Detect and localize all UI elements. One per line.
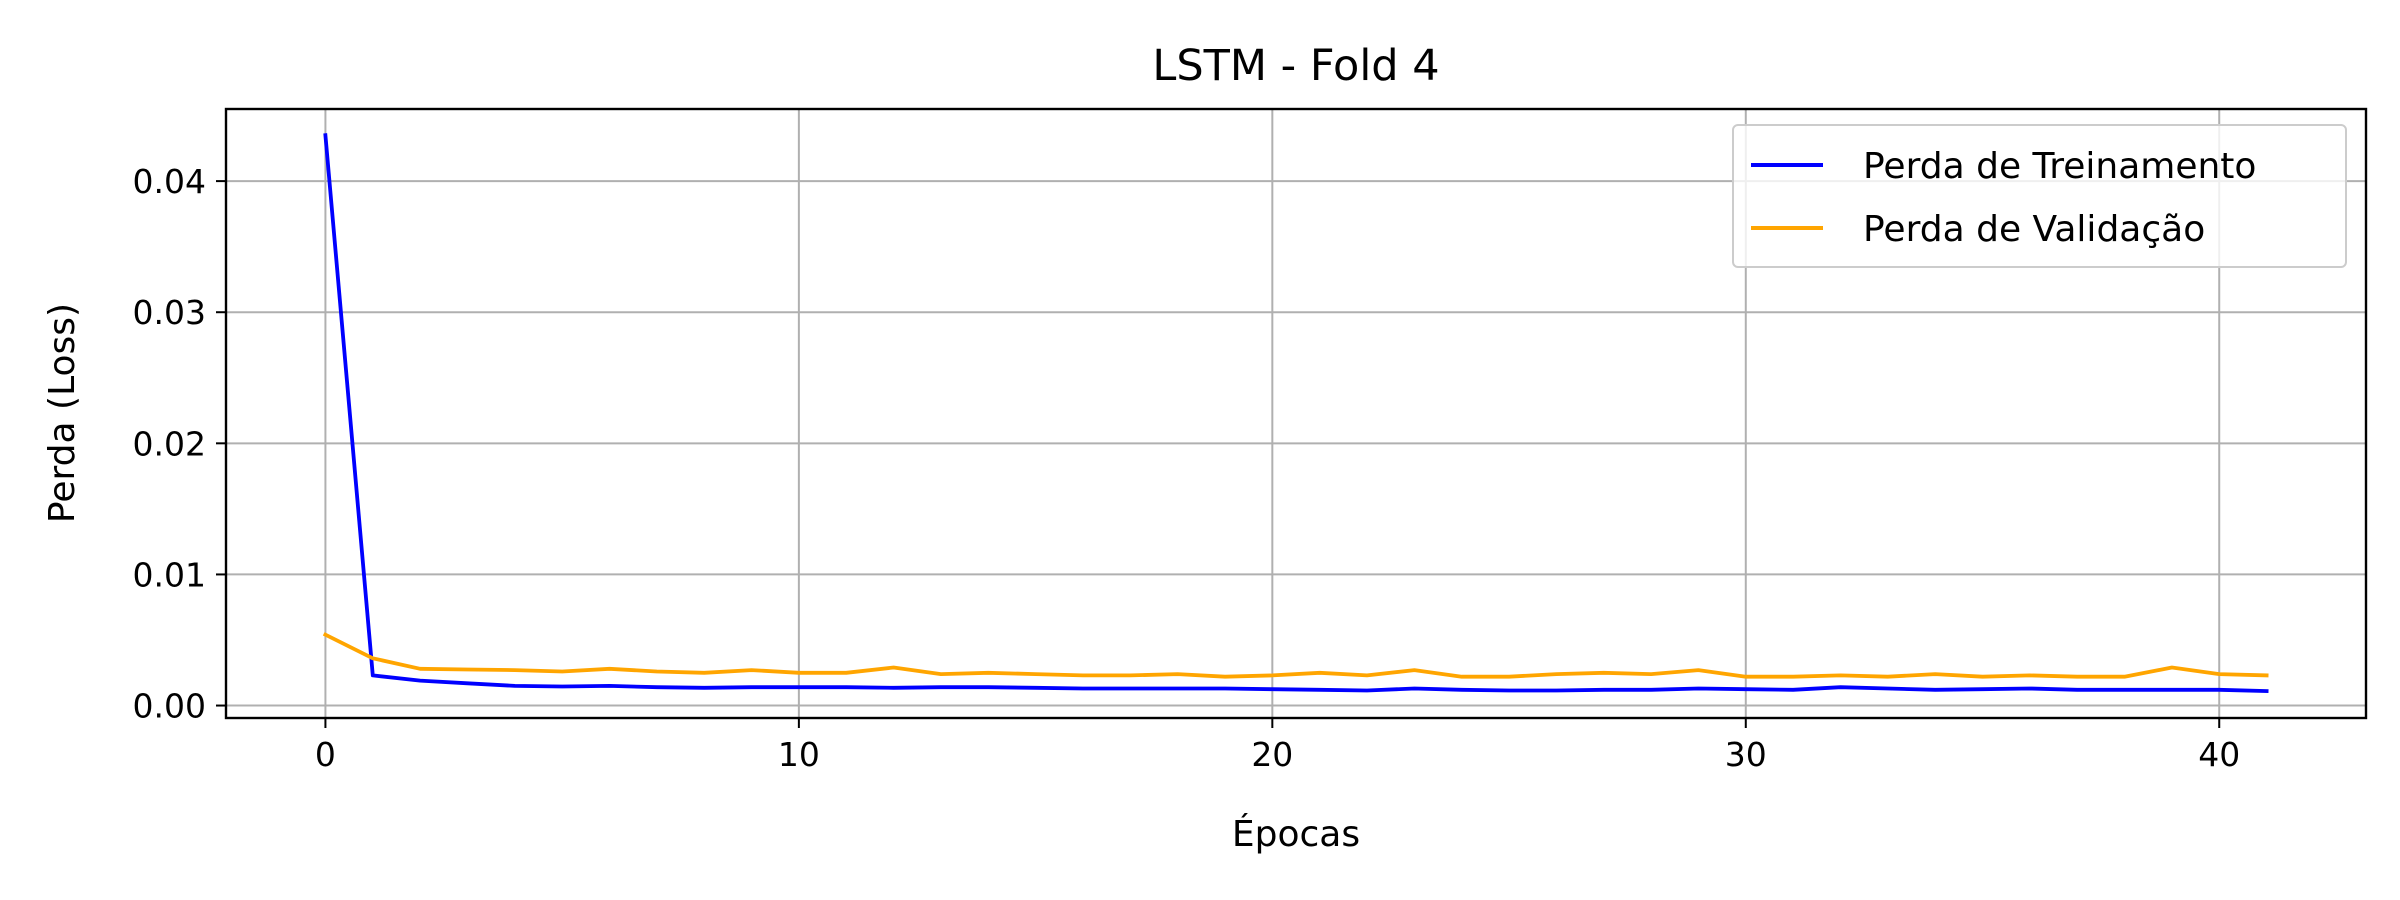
x-tick-label-2: 20 (1251, 735, 1293, 774)
x-tick-label-4: 40 (2198, 735, 2240, 774)
y-tick-label-2: 0.02 (133, 424, 206, 463)
x-tick-label-3: 30 (1725, 735, 1767, 774)
x-tick-label-0: 0 (315, 735, 336, 774)
y-tick-label-4: 0.04 (133, 162, 206, 201)
series-lines (322, 133, 2269, 694)
legend-label-0: Perda de Treinamento (1863, 146, 2256, 187)
legend: Perda de Treinamento Perda de Validação (1732, 124, 2347, 268)
legend-label-1: Perda de Validação (1863, 209, 2205, 250)
y-axis-label: Perda (Loss) (42, 303, 83, 523)
x-tick-label-1: 10 (778, 735, 820, 774)
legend-box (1732, 124, 2347, 268)
series-line-0 (323, 133, 2269, 694)
x-axis-ticks: 0 10 20 30 40 (315, 718, 2240, 774)
x-axis-label: Épocas (1232, 813, 1360, 855)
plot-frame (224, 107, 2368, 720)
y-tick-label-3: 0.03 (133, 293, 206, 332)
series-line-1 (322, 632, 2269, 679)
y-axis-ticks: 0.00 0.01 0.02 0.03 0.04 (133, 162, 226, 726)
y-tick-label-1: 0.01 (133, 555, 206, 594)
y-tick-label-0: 0.00 (133, 687, 206, 726)
chart-title: LSTM - Fold 4 (1152, 41, 1439, 91)
